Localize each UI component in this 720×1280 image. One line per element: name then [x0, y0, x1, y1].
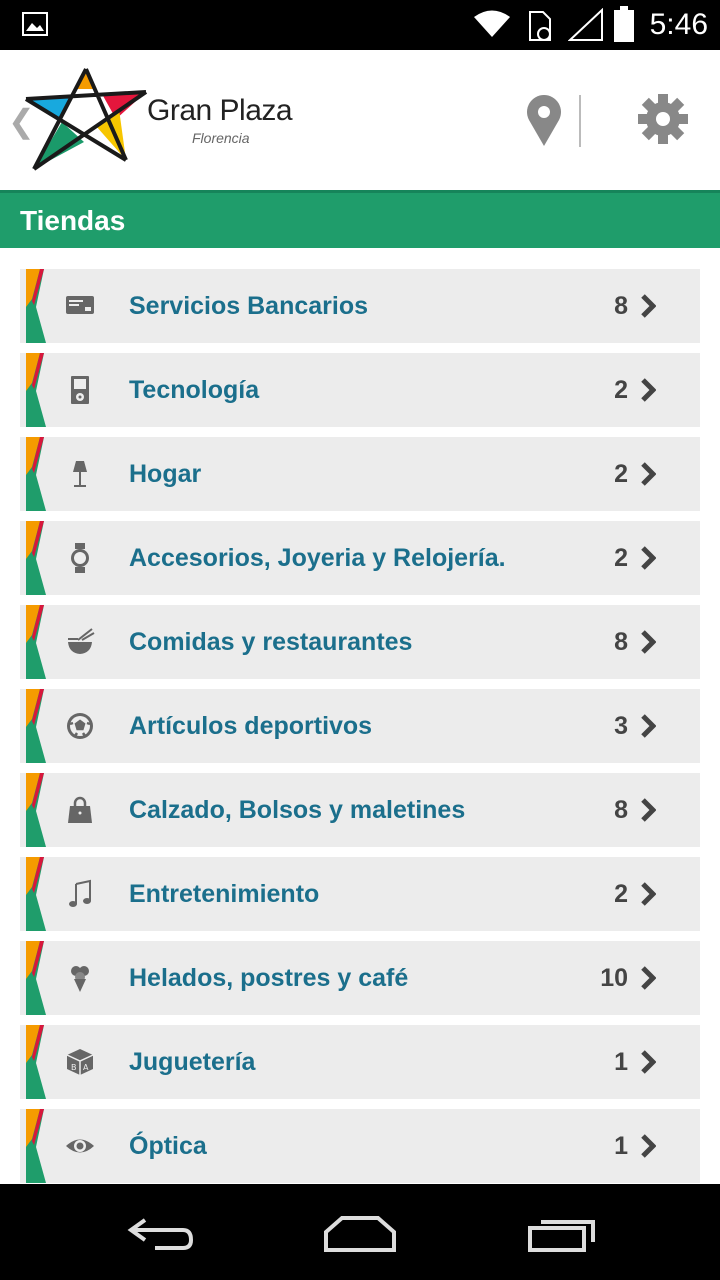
chevron-right-icon	[641, 798, 656, 822]
bowl-icon	[68, 628, 95, 654]
brand-subtitle: Florencia	[192, 130, 250, 146]
gran-plaza-logo[interactable]	[24, 64, 150, 174]
status-bar: 5:46	[0, 0, 720, 50]
section-header: Tiendas	[0, 190, 720, 248]
navigation-bar	[0, 1184, 720, 1280]
chevron-right-icon	[641, 462, 656, 486]
ipod-icon	[71, 376, 89, 404]
image-notification-icon	[22, 12, 48, 36]
category-row[interactable]: Accesorios, Joyeria y Relojería. 2	[20, 521, 700, 595]
category-label: Helados, postres y café	[129, 964, 409, 992]
svg-text:B: B	[71, 1063, 77, 1072]
category-label: Calzado, Bolsos y maletines	[129, 796, 466, 824]
color-stripe	[26, 437, 46, 511]
section-title: Tiendas	[20, 205, 126, 236]
eye-icon	[66, 1139, 94, 1153]
color-stripe	[26, 1025, 46, 1099]
category-label: Tecnología	[129, 376, 260, 404]
chevron-right-icon	[641, 1134, 656, 1158]
credit-card-icon	[66, 296, 94, 314]
brand-name: Gran Plaza	[147, 94, 293, 127]
category-row[interactable]: Calzado, Bolsos y maletines 8	[20, 773, 700, 847]
music-note-icon	[69, 879, 91, 907]
category-count: 8	[614, 628, 628, 656]
category-count: 8	[614, 292, 628, 320]
color-stripe	[26, 1109, 46, 1183]
category-row[interactable]: Comidas y restaurantes 8	[20, 605, 700, 679]
color-stripe	[26, 689, 46, 763]
category-label: Comidas y restaurantes	[129, 628, 413, 656]
color-stripe	[26, 857, 46, 931]
svg-text:A: A	[83, 1063, 89, 1072]
home-nav-icon[interactable]	[322, 1214, 398, 1254]
category-list[interactable]: Servicios Bancarios 8 Tecnología 2 Hogar…	[20, 269, 700, 1184]
wifi-icon	[474, 10, 510, 37]
category-count: 2	[614, 880, 628, 908]
category-count: 2	[614, 376, 628, 404]
category-label: Servicios Bancarios	[129, 292, 369, 320]
back-icon[interactable]: ❮	[8, 103, 35, 139]
settings-gear-icon[interactable]	[638, 94, 688, 144]
chevron-right-icon	[641, 882, 656, 906]
category-label: Hogar	[129, 460, 202, 488]
category-label: Accesorios, Joyeria y Relojería.	[129, 544, 506, 572]
signal-icon	[568, 8, 603, 41]
category-row[interactable]: Artículos deportivos 3	[20, 689, 700, 763]
lamp-icon	[73, 461, 87, 487]
category-label: Juguetería	[129, 1048, 256, 1076]
category-row[interactable]: Entretenimiento 2	[20, 857, 700, 931]
category-row[interactable]: Hogar 2	[20, 437, 700, 511]
category-row[interactable]: Helados, postres y café 10	[20, 941, 700, 1015]
category-label: Óptica	[129, 1132, 207, 1160]
category-count: 8	[614, 796, 628, 824]
color-stripe	[26, 773, 46, 847]
category-row[interactable]: Servicios Bancarios 8	[20, 269, 700, 343]
category-count: 2	[614, 544, 628, 572]
category-count: 1	[614, 1048, 628, 1076]
color-stripe	[26, 353, 46, 427]
chevron-right-icon	[641, 1050, 656, 1074]
chevron-right-icon	[641, 378, 656, 402]
app-bar: ❮ Gran Plaza Florencia	[0, 50, 720, 190]
chevron-right-icon	[641, 630, 656, 654]
color-stripe	[26, 269, 46, 343]
category-row[interactable]: Óptica 1	[20, 1109, 700, 1183]
category-count: 2	[614, 460, 628, 488]
chevron-right-icon	[641, 966, 656, 990]
watch-icon	[71, 543, 89, 573]
category-label: Entretenimiento	[129, 880, 320, 908]
clock: 5:46	[649, 8, 708, 41]
category-count: 3	[614, 712, 628, 740]
color-stripe	[26, 605, 46, 679]
battery-icon	[614, 6, 634, 42]
sim-icon	[529, 11, 551, 41]
divider	[579, 95, 581, 147]
category-count: 10	[600, 964, 628, 992]
color-stripe	[26, 521, 46, 595]
color-stripe	[26, 941, 46, 1015]
category-row[interactable]: Tecnología 2	[20, 353, 700, 427]
chevron-right-icon	[641, 294, 656, 318]
location-pin-icon[interactable]	[526, 94, 562, 146]
handbag-icon	[68, 796, 92, 823]
back-nav-icon[interactable]	[125, 1216, 195, 1252]
chevron-right-icon	[641, 546, 656, 570]
recents-nav-icon[interactable]	[527, 1214, 599, 1254]
ice-cream-icon	[71, 966, 89, 992]
category-count: 1	[614, 1132, 628, 1160]
soccer-ball-icon	[67, 713, 93, 739]
chevron-right-icon	[641, 714, 656, 738]
category-label: Artículos deportivos	[129, 712, 373, 740]
